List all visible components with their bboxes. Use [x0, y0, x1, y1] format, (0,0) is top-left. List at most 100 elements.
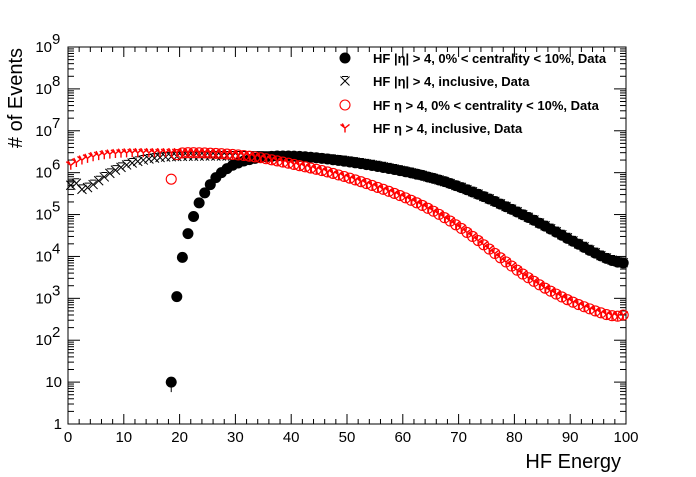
data-point: [495, 252, 506, 263]
data-point: [573, 238, 584, 249]
data-point: [283, 158, 294, 168]
data-point: [551, 226, 562, 237]
data-point: [350, 175, 361, 185]
data-point: [65, 180, 76, 191]
data-point: [233, 150, 244, 160]
data-point: [501, 201, 511, 212]
data-point: [490, 196, 500, 207]
data-point: [104, 149, 115, 159]
data-point: [400, 193, 411, 203]
data-point: [584, 244, 595, 255]
data-point: [311, 164, 322, 174]
data-point: [601, 309, 612, 320]
data-point: [116, 148, 126, 158]
y-tick-label: 10: [45, 374, 62, 391]
data-point: [428, 206, 439, 216]
data-point: [333, 170, 344, 180]
y-tick-label: 10: [35, 248, 52, 265]
x-tick-label: 100: [613, 429, 638, 446]
data-point: [77, 184, 87, 195]
x-tick-label: 80: [506, 429, 523, 446]
data-point: [116, 162, 126, 173]
legend-marker: [339, 52, 351, 64]
data-point: [422, 203, 433, 213]
data-marks: [65, 147, 629, 393]
y-tick-label: 1: [54, 416, 62, 433]
data-point: [356, 176, 366, 187]
data-point: [155, 147, 166, 158]
data-point: [227, 149, 238, 159]
data-point: [618, 310, 629, 320]
data-point: [540, 283, 551, 293]
data-point: [199, 187, 211, 199]
x-tick-label: 60: [394, 429, 411, 446]
data-point: [534, 279, 545, 290]
data-point: [127, 158, 138, 168]
data-point: [177, 147, 188, 158]
data-point: [121, 159, 132, 170]
x-tick-label: 10: [115, 429, 132, 446]
series-star: [65, 147, 629, 321]
data-point: [395, 190, 405, 201]
data-point: [99, 149, 110, 160]
data-point: [528, 276, 539, 286]
data-point: [517, 269, 528, 279]
data-point: [573, 299, 584, 310]
legend-label: HF |η| > 4, 0% < centrality < 10%, Data: [373, 51, 607, 66]
data-point: [93, 175, 104, 186]
data-point: [523, 272, 534, 283]
x-tick-label: 40: [283, 429, 300, 446]
data-point: [467, 231, 478, 241]
data-point: [378, 184, 389, 194]
y-tick-label: 10: [35, 39, 52, 56]
data-point: [545, 223, 556, 234]
data-point: [339, 171, 350, 181]
y-tick-exponent: 6: [52, 157, 60, 174]
y-tick-exponent: 4: [52, 240, 60, 257]
legend-label: HF η > 4, 0% < centrality < 10%, Data: [373, 98, 600, 113]
data-point: [183, 147, 193, 158]
data-point: [618, 257, 629, 268]
data-point: [149, 147, 160, 158]
data-point: [456, 223, 467, 233]
data-point: [277, 157, 288, 167]
data-point: [540, 220, 550, 231]
x-tick-label: 70: [450, 429, 467, 446]
data-point: [556, 292, 567, 302]
data-point: [372, 182, 383, 192]
data-point: [171, 147, 182, 158]
data-point: [512, 265, 523, 275]
data-point: [194, 148, 205, 158]
data-point: [322, 167, 333, 177]
data-point: [478, 191, 489, 202]
data-point: [160, 147, 171, 158]
data-point: [344, 173, 355, 183]
x-tick-label: 50: [339, 429, 356, 446]
data-point: [579, 241, 590, 252]
y-axis-title: # of Events: [5, 48, 27, 148]
data-point: [261, 153, 272, 164]
data-point: [222, 149, 232, 159]
data-point: [121, 148, 132, 158]
y-tick-exponent: 8: [52, 73, 60, 90]
data-point: [506, 261, 517, 271]
data-point: [590, 306, 601, 316]
data-point: [406, 195, 417, 205]
data-point: [456, 182, 467, 193]
data-point: [238, 150, 249, 160]
data-point: [512, 206, 523, 217]
data-point: [417, 200, 428, 210]
data-point: [305, 163, 316, 173]
data-point: [199, 148, 210, 158]
data-point: [517, 209, 528, 220]
data-point: [99, 171, 110, 182]
y-tick-label: 10: [35, 290, 52, 307]
data-point: [289, 159, 299, 169]
data-point: [551, 289, 562, 299]
data-point: [255, 152, 266, 163]
data-point: [110, 148, 121, 159]
data-point: [473, 189, 483, 199]
y-tick-exponent: 5: [52, 199, 60, 216]
data-point: [77, 155, 87, 165]
data-point: [501, 257, 511, 267]
